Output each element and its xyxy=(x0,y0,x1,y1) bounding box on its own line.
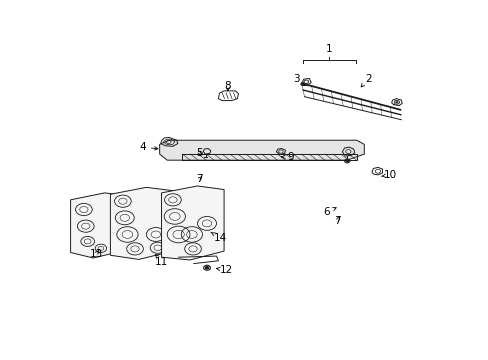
Text: 14: 14 xyxy=(210,232,226,243)
Text: 11: 11 xyxy=(155,254,168,267)
Text: 9: 9 xyxy=(281,152,293,162)
Text: 3: 3 xyxy=(292,74,304,86)
Circle shape xyxy=(395,102,397,103)
Text: 2: 2 xyxy=(361,74,371,87)
Text: 10: 10 xyxy=(381,170,397,180)
Polygon shape xyxy=(70,193,127,258)
Text: 6: 6 xyxy=(323,207,335,217)
Text: 5: 5 xyxy=(196,148,203,158)
Circle shape xyxy=(346,160,347,162)
Text: 12: 12 xyxy=(216,265,232,275)
Text: 13: 13 xyxy=(89,249,102,259)
Text: 7: 7 xyxy=(196,174,203,184)
Text: 7: 7 xyxy=(334,216,341,226)
Text: 1: 1 xyxy=(325,44,332,54)
Polygon shape xyxy=(159,140,364,160)
Text: 8: 8 xyxy=(224,81,231,91)
Polygon shape xyxy=(110,187,173,260)
Text: 4: 4 xyxy=(139,142,158,152)
Polygon shape xyxy=(161,186,224,260)
Circle shape xyxy=(205,267,208,269)
